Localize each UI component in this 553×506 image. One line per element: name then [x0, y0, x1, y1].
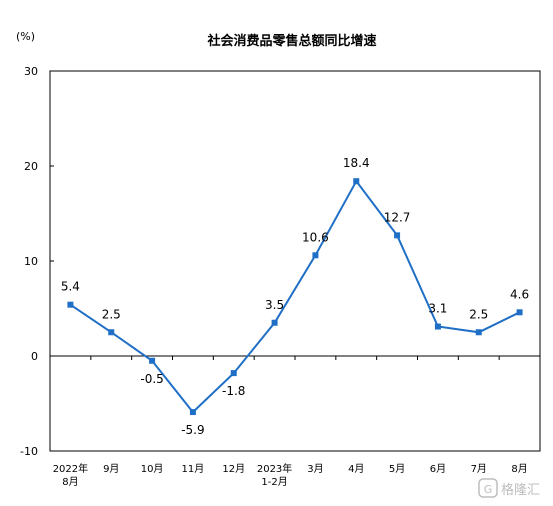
watermark-logo-icon: [478, 478, 498, 498]
plot-frame: [49, 70, 541, 452]
data-point: [312, 252, 319, 259]
data-label: 2.5: [469, 307, 488, 321]
watermark-logo-letter: G: [484, 483, 493, 496]
x-tick-label: 6月: [430, 463, 446, 475]
x-tick-label: 3月: [307, 463, 323, 475]
data-point: [67, 301, 74, 308]
data-label: 5.4: [61, 280, 80, 294]
y-tick-label: 0: [31, 350, 38, 363]
series-line: [69, 179, 521, 414]
data-point: [108, 329, 115, 336]
chart-title: 社会消费品零售总额同比增速: [206, 33, 376, 49]
x-tick-label: 5月: [389, 463, 405, 475]
watermark: G 格隆汇: [478, 478, 540, 498]
y-axis-unit: (%): [16, 30, 35, 43]
data-point: [271, 319, 278, 326]
data-label: 12.7: [384, 210, 411, 224]
x-tick-label: 9月: [103, 463, 119, 475]
data-point: [475, 329, 482, 336]
data-point: [149, 357, 156, 364]
x-tick-label: 4月: [348, 463, 364, 475]
x-tick-label: 1-2月: [261, 476, 287, 488]
data-label: -5.9: [181, 423, 204, 437]
data-label: 4.6: [510, 287, 529, 301]
watermark-text: 格隆汇: [501, 482, 540, 498]
y-tick-label: 20: [24, 160, 38, 173]
y-tick-label: 10: [24, 255, 38, 268]
x-tick-label: 7月: [471, 463, 487, 475]
data-label: -0.5: [140, 372, 163, 386]
x-tick-label: 12月: [222, 463, 245, 475]
data-label: 2.5: [102, 307, 121, 321]
x-tick-label: 11月: [182, 463, 205, 475]
data-point: [516, 309, 523, 316]
x-tick-label: 10月: [141, 463, 164, 475]
x-tick-label: 2023年: [257, 462, 292, 475]
data-label: 3.1: [428, 302, 447, 316]
x-tick-label: 2022年: [53, 462, 88, 475]
y-tick-label: 30: [24, 65, 38, 78]
x-tick-label: 8月: [511, 463, 527, 475]
data-point: [189, 409, 196, 416]
data-point: [353, 178, 360, 185]
data-label: -1.8: [222, 384, 245, 398]
data-point: [394, 232, 401, 239]
data-point: [434, 323, 441, 330]
data-label: 3.5: [265, 298, 284, 312]
data-point: [230, 370, 237, 377]
data-label: 18.4: [343, 156, 370, 170]
y-tick-label: -10: [20, 445, 38, 458]
x-tick-label: 8月: [62, 476, 78, 488]
data-label: 10.6: [302, 230, 329, 244]
